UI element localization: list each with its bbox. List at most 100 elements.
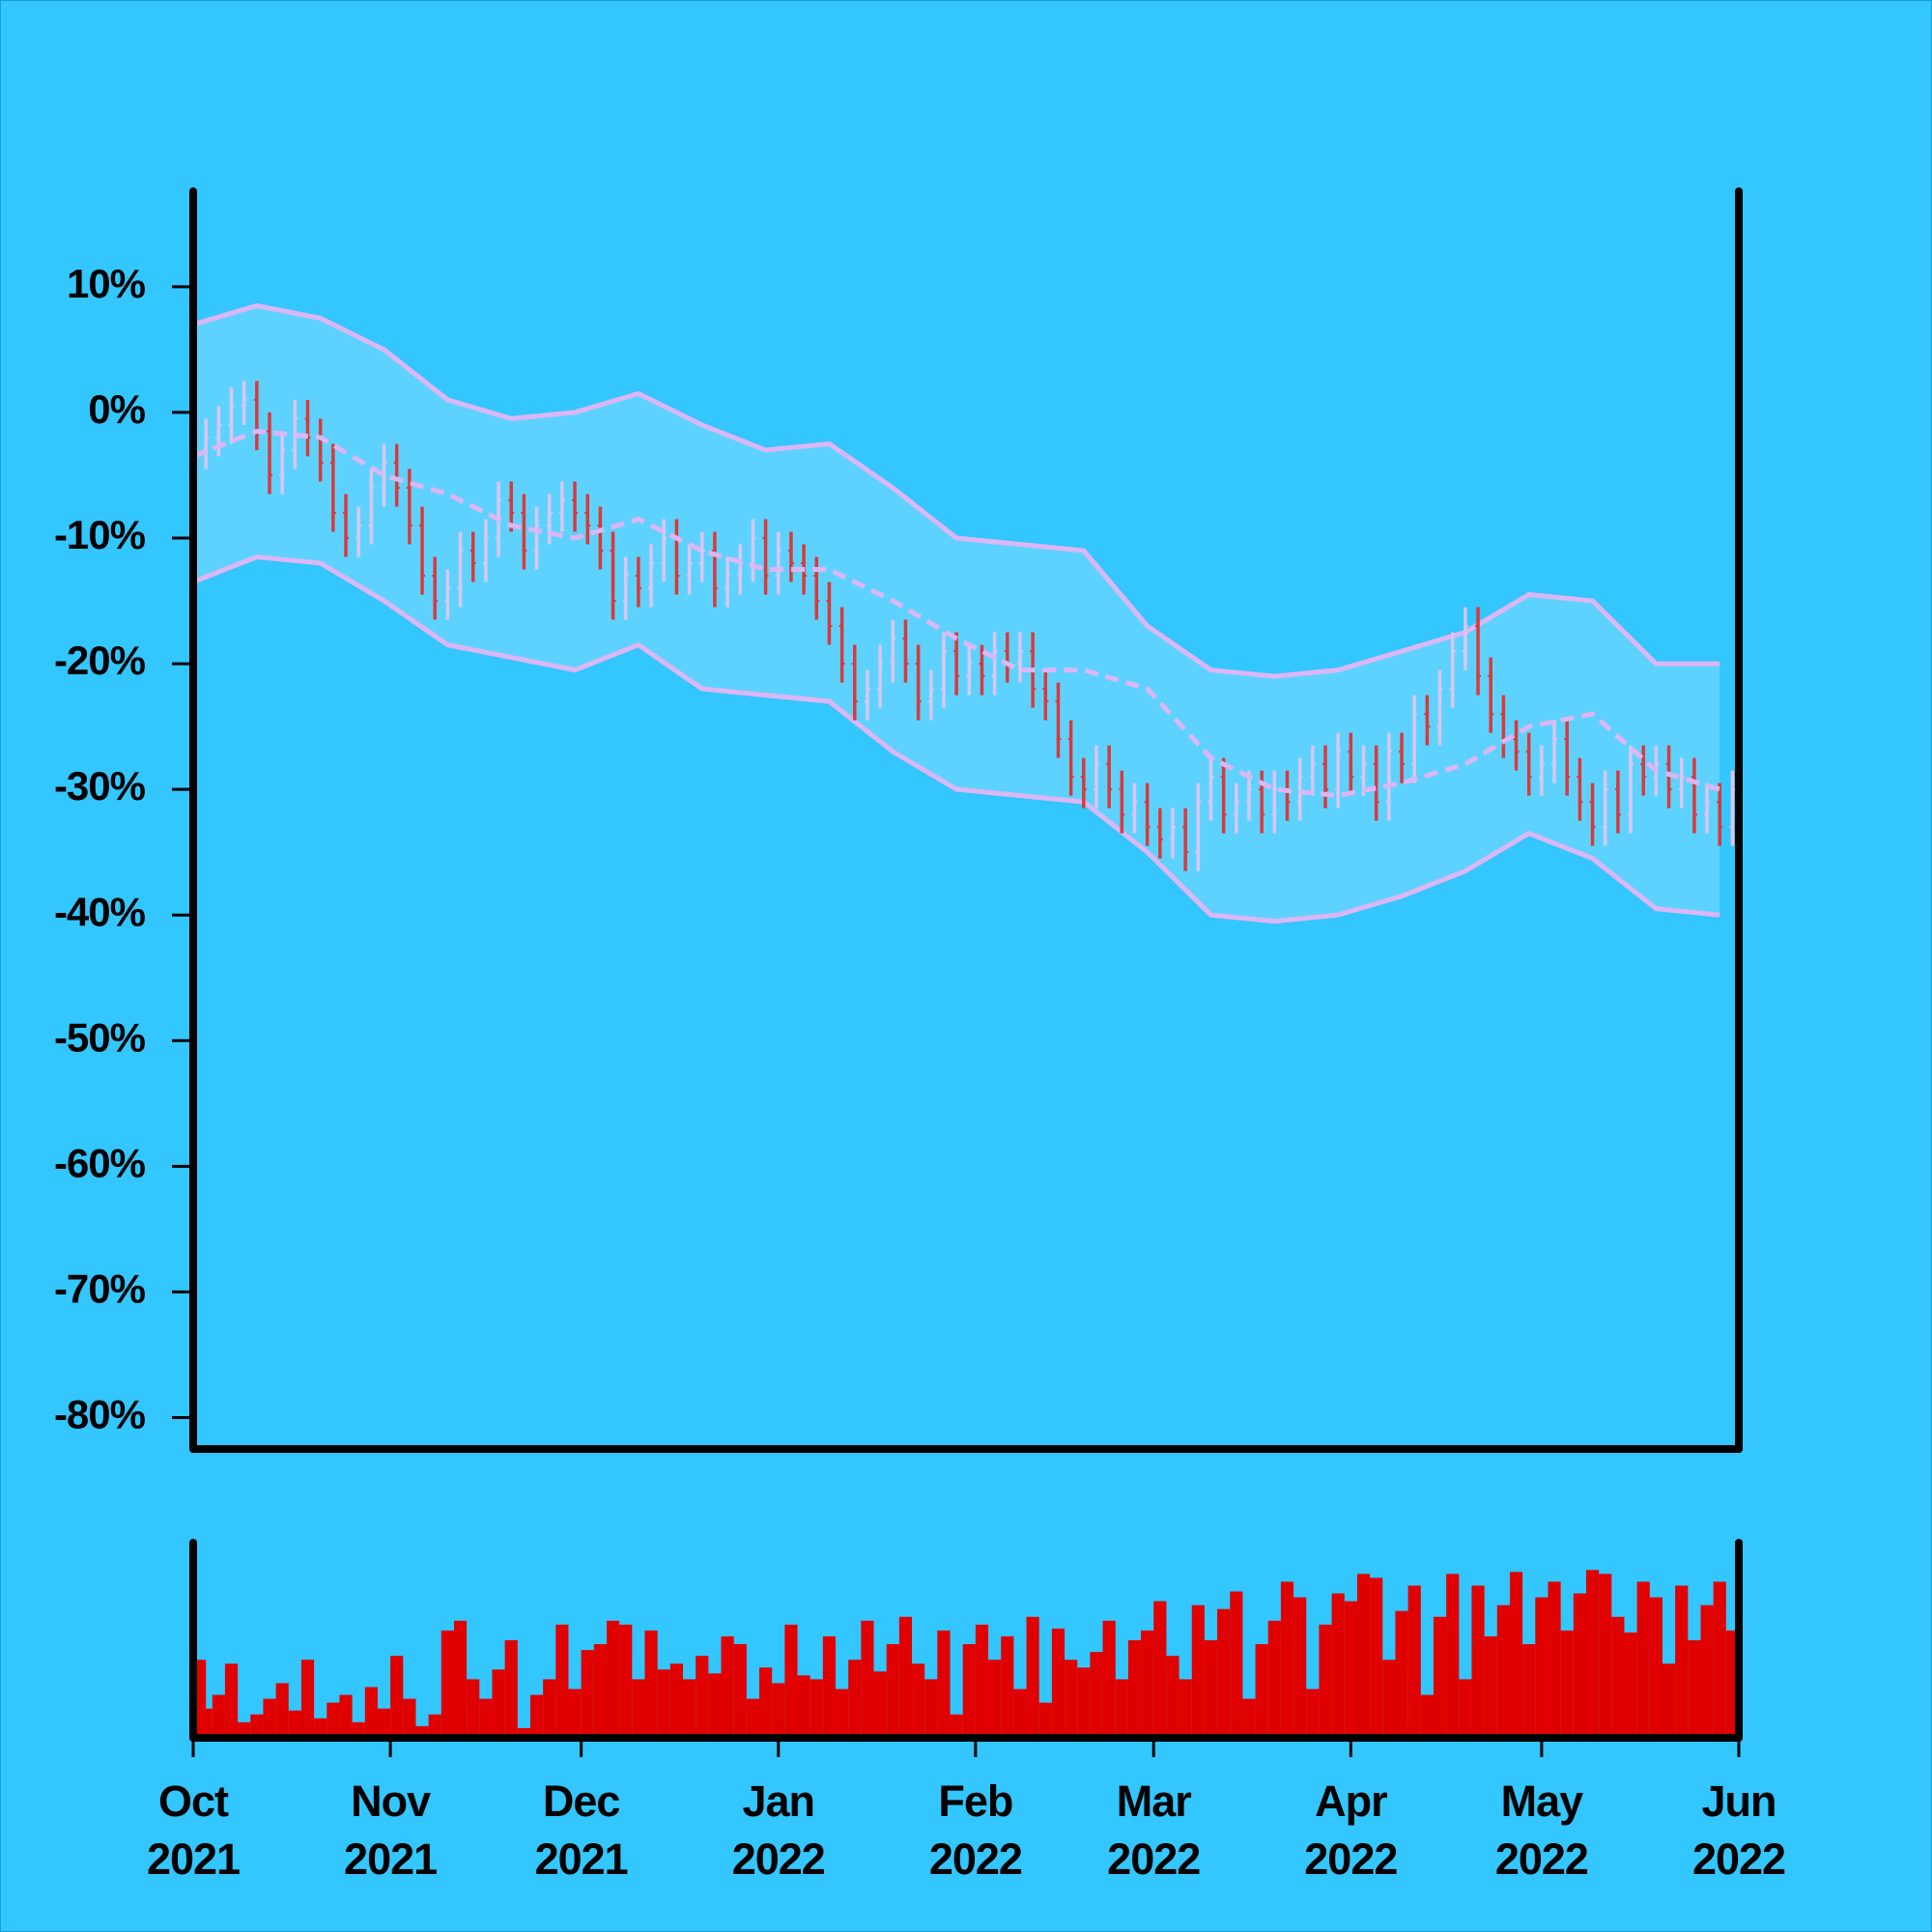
volume-bar	[1204, 1640, 1218, 1738]
y-tick-label: -20%	[54, 638, 146, 683]
volume-bar	[1636, 1581, 1650, 1738]
volume-bar	[1255, 1644, 1268, 1738]
volume-bar	[1356, 1574, 1371, 1738]
volume-bar	[1407, 1585, 1421, 1738]
volume-bar	[1560, 1630, 1574, 1738]
volume-bar	[1509, 1572, 1523, 1738]
volume-bar	[288, 1710, 301, 1738]
volume-bar	[1306, 1689, 1320, 1738]
y-tick-label: 10%	[67, 261, 146, 306]
x-tick-label: Feb 2022	[928, 1776, 1023, 1884]
volume-bar	[1688, 1640, 1701, 1738]
volume-bar	[1649, 1597, 1662, 1738]
volume-bar	[644, 1630, 658, 1738]
x-tick-label: Apr 2022	[1304, 1776, 1398, 1884]
volume-bar	[759, 1667, 773, 1738]
volume-bar	[632, 1679, 645, 1738]
volume-bar	[898, 1616, 913, 1738]
volume-bar	[1065, 1660, 1078, 1738]
volume-bar	[1179, 1679, 1192, 1738]
volume-bar	[428, 1714, 441, 1738]
volume-bar	[1280, 1581, 1294, 1738]
volume-bar	[733, 1644, 747, 1738]
x-tick-label: May 2022	[1494, 1776, 1589, 1884]
volume-bar	[1293, 1597, 1307, 1738]
y-tick-label: -10%	[54, 512, 146, 557]
volume-bar	[1013, 1689, 1027, 1738]
volume-bar	[1038, 1702, 1052, 1738]
volume-bar	[1026, 1616, 1039, 1738]
volume-bar	[682, 1679, 696, 1738]
volume-bar	[1344, 1601, 1357, 1738]
volume-bar	[199, 1708, 213, 1738]
volume-bar	[453, 1620, 468, 1738]
volume-bar	[1395, 1610, 1408, 1738]
x-tick-label: Oct 2021	[146, 1776, 241, 1884]
volume-bar	[1370, 1577, 1383, 1738]
volume-bar	[300, 1660, 315, 1738]
volume-bar	[581, 1650, 594, 1738]
volume-bar	[1599, 1574, 1612, 1738]
volume-bar	[250, 1714, 264, 1738]
volume-bar	[1484, 1635, 1497, 1738]
volume-bar	[1127, 1640, 1142, 1738]
y-tick-label: -40%	[54, 889, 146, 934]
volume-bar	[212, 1694, 225, 1738]
y-tick-label: -50%	[54, 1014, 146, 1060]
volume-bar	[1459, 1679, 1472, 1738]
y-tick-label: -30%	[54, 763, 146, 809]
lower-band	[192, 554, 1720, 924]
volume-bar	[275, 1683, 289, 1738]
volume-bar	[1446, 1574, 1460, 1738]
volume-bar	[224, 1663, 239, 1738]
volume-bar	[364, 1687, 378, 1738]
volume-bar	[721, 1635, 734, 1738]
volume-bar	[1102, 1620, 1116, 1738]
volume-bar	[492, 1669, 505, 1738]
volume-bar	[504, 1640, 518, 1738]
x-tick-label: Jun 2022	[1691, 1776, 1786, 1884]
x-tick-label: Nov 2021	[344, 1776, 438, 1884]
volume-bar	[1585, 1570, 1600, 1738]
volume-bar	[1331, 1593, 1345, 1738]
volume-bar	[517, 1727, 530, 1738]
volume-bar	[810, 1679, 823, 1738]
volume-bar	[708, 1673, 722, 1738]
volume-bar	[1700, 1605, 1714, 1738]
volume-bar	[440, 1630, 454, 1738]
volume-bar	[263, 1698, 276, 1738]
volume-bar	[327, 1702, 340, 1738]
volume-bar	[1051, 1628, 1065, 1738]
volume-bar	[1077, 1667, 1091, 1738]
volume-bar	[772, 1683, 785, 1738]
y-tick-label: -80%	[54, 1392, 146, 1437]
volume-bar	[962, 1644, 976, 1738]
volume-bar	[377, 1708, 391, 1738]
volume-bar	[1662, 1663, 1676, 1738]
volume-bar	[1433, 1616, 1447, 1738]
volume-bar	[848, 1660, 862, 1738]
volume-bar	[1624, 1632, 1637, 1738]
volume-bar	[1713, 1581, 1726, 1738]
volume-bar	[822, 1635, 837, 1738]
volume-bar	[314, 1718, 327, 1738]
volume-bar	[1573, 1593, 1586, 1738]
volume-bar	[606, 1620, 620, 1738]
y-tick-label: 0%	[88, 386, 145, 432]
volume-bar	[657, 1669, 670, 1738]
volume-bar	[861, 1620, 874, 1738]
volume-bar	[1496, 1605, 1510, 1738]
volume-bar	[797, 1675, 810, 1738]
volume-bar	[1153, 1601, 1167, 1738]
volume-bar	[746, 1698, 760, 1738]
volume-bar	[555, 1624, 569, 1738]
volume-bar	[836, 1689, 849, 1738]
volume-bar	[1230, 1591, 1243, 1738]
volume-bar	[1242, 1698, 1256, 1738]
volume-bar	[403, 1698, 416, 1738]
x-tick-label: Dec 2021	[534, 1776, 629, 1884]
moving-average	[192, 428, 1720, 799]
volume-bar	[1611, 1616, 1625, 1738]
volume-bar	[467, 1679, 480, 1738]
